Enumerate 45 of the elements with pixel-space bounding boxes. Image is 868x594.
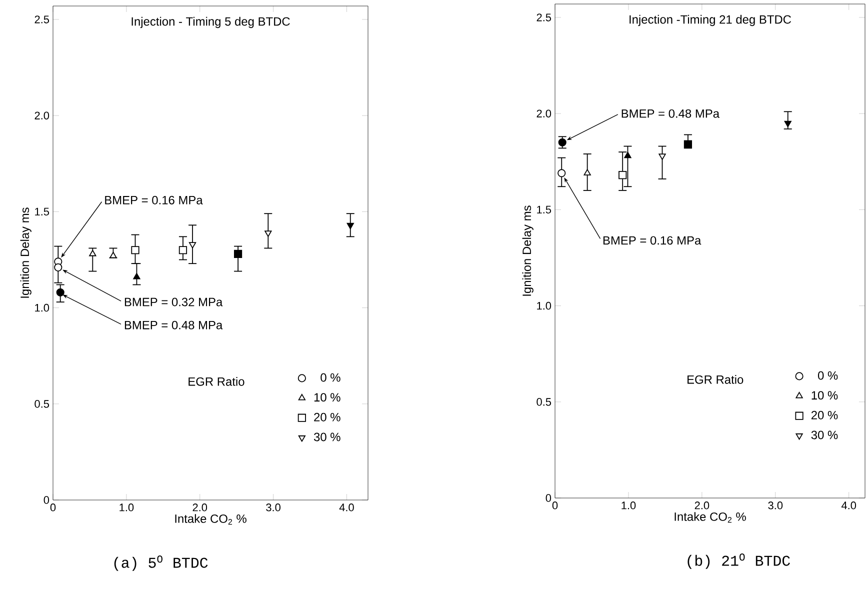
text: Injection - Timing 5 deg BTDC <box>132 16 290 28</box>
legend-label: 20 % <box>811 410 838 420</box>
x-tick-label: 1.0 <box>622 502 636 510</box>
y-tick-label: 2.0 <box>536 110 552 118</box>
y-tick-label: 1.0 <box>537 302 552 310</box>
annotation: BMEP = 0.48 MPa <box>124 320 223 330</box>
annotation: BMEP = 0.16 MPa <box>603 236 702 245</box>
text: Injection -Timing 21 deg BTDC <box>630 14 792 26</box>
y-tick-label: 2.5 <box>34 16 50 24</box>
text: (a) 5$^{O}$ BTDC <box>114 556 208 571</box>
legend-label: 10 % <box>812 391 838 400</box>
x-tick-label: 2.0 <box>694 502 710 510</box>
annotation: BMEP = 0.16 MPa <box>105 196 203 204</box>
y-tick-label: 1.0 <box>35 304 50 312</box>
legend-label: 30 % <box>314 432 340 442</box>
x-tick-label: 4.0 <box>841 502 856 510</box>
x-tick-label: 3.0 <box>768 502 783 510</box>
legend-title: EGR Ratio <box>188 377 244 386</box>
legend-label: 10 % <box>314 393 340 402</box>
y-tick-label: 0 <box>44 496 50 504</box>
legend-label: 30 % <box>811 430 838 440</box>
annotation: BMEP = 0.48 MPa <box>622 109 720 118</box>
y-tick-label: 0 <box>546 494 552 502</box>
x-tick-label: 0 <box>50 504 56 512</box>
legend-label: 20 % <box>314 412 340 422</box>
x-axis-title: Intake CO$_{2}$ % <box>674 512 746 523</box>
y-tick-label: 2.0 <box>34 112 50 120</box>
x-tick-label: 1.0 <box>120 504 134 512</box>
y-axis-title: Ignition Delay ms <box>522 206 534 296</box>
y-tick-label: 2.5 <box>536 14 552 22</box>
x-tick-label: 3.0 <box>266 504 280 512</box>
y-tick-label: 0.5 <box>536 398 552 406</box>
annotation: BMEP = 0.32 MPa <box>124 298 223 306</box>
y-tick-label: 1.5 <box>35 208 50 216</box>
y-tick-label: 1.5 <box>537 206 552 214</box>
x-tick-label: 2.0 <box>192 504 208 512</box>
x-axis-title: Intake CO$_{2}$ % <box>175 514 246 525</box>
x-tick-label: 0 <box>552 502 558 510</box>
y-axis-title: Ignition Delay ms <box>20 208 32 298</box>
y-tick-label: 0.5 <box>34 400 50 408</box>
x-tick-label: 4.0 <box>339 504 354 512</box>
legend-label: 0 % <box>818 371 838 380</box>
legend-label: 0 % <box>320 373 340 382</box>
legend-title: EGR Ratio <box>688 375 744 384</box>
text: (b) 21$^{O}$ BTDC <box>688 554 790 569</box>
